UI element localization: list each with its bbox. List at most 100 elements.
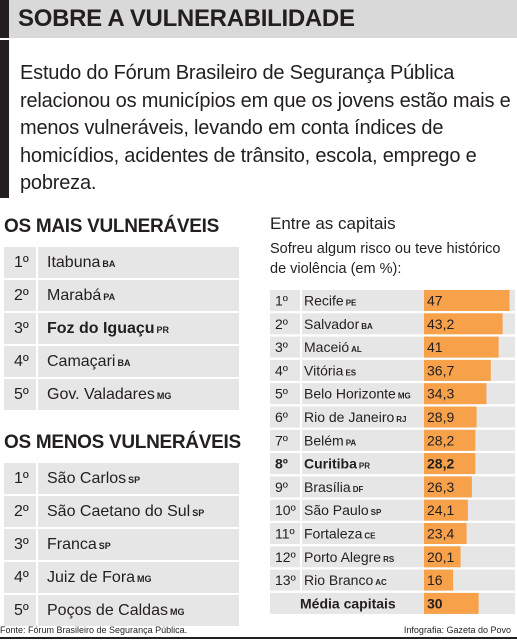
rank-position: 5º [4,379,38,410]
chart-rank-label: 1º [275,293,288,309]
chart-bar [424,453,476,475]
rank-row: 3º Foz do Iguaçu PR [4,313,239,344]
chart-city-label: Salvador BA [304,316,373,332]
rank-city-state: MG [137,574,152,584]
rank-city-state: PA [103,292,116,302]
least-vulnerable-table: 1º São Carlos SP 2º São Caetano do Sul SP 3º Fr… [4,463,239,628]
rank-position: 3º [4,529,38,560]
chart-rank-label: 3º [275,339,288,355]
chart-rank-label: 8º [275,456,288,472]
rank-city-name: Itabuna [47,254,101,271]
chart-row-divider [300,453,302,475]
chart-rank-label: 10º [275,502,296,518]
source-note: Fonte: Fórum Brasileiro de Segurança Púb… [0,625,188,635]
chart-city-label: Brasília DF [304,479,363,495]
chart-city-label: São Paulo SP [304,502,382,518]
chart-value-label: 47 [427,293,443,309]
rank-row: 4º Camaçari BA [4,346,239,377]
intro-text: Estudo do Fórum Brasileiro de Segurança … [20,62,511,195]
chart-bar [424,313,503,335]
chart-city-label: Maceió AL [304,339,362,355]
chart-rank-label: 11º [275,526,295,542]
rank-position: 4º [4,346,38,377]
chart-row-divider [300,290,302,311]
rank-city-state: BA [117,358,131,368]
chart-value-label: 28,2 [427,456,454,472]
chart-value-label: 43,2 [427,316,454,332]
rank-row: 1º Itabuna BA [4,247,239,278]
chart-city-label: Rio Branco AC [304,572,387,588]
chart-bar [424,476,472,498]
chart-value-label: 26,3 [427,479,454,495]
chart-bar [424,336,499,358]
chart-rank-label: 7º [275,432,288,448]
footer-rule [0,637,517,639]
chart-bar [424,523,467,544]
chart-row-divider [300,406,302,428]
header: SOBRE A VULNERABILIDADE [0,0,517,38]
rank-row: 2º São Caetano do Sul SP [4,496,239,527]
rank-city: São Caetano do Sul SP [47,496,204,527]
intro-accent-bar [0,40,9,198]
chart-value-label: 28,2 [427,432,454,448]
chart-bar [424,429,476,451]
chart-city-label: Rio de Janeiro RJ [304,409,407,425]
chart-value-label: 20,1 [427,549,454,565]
chart-rank-label: 5º [275,386,288,402]
chart-rank-label: 12º [275,549,296,565]
rank-city-name: Gov. Valadares [47,386,155,403]
page-title: SOBRE A VULNERABILIDADE [18,5,355,32]
rank-city: Marabá PA [47,280,115,311]
chart-bar [424,359,491,381]
rank-row: 5º Gov. Valadares MG [4,379,239,410]
rank-city-state: SP [98,541,111,551]
rank-city-name: São Caetano do Sul [47,503,191,520]
header-accent-bar [0,0,9,38]
rank-row: 2º Marabá PA [4,280,239,311]
chart-row-bg [270,569,515,591]
rank-city: São Carlos SP [47,463,140,494]
chart-rank-label: 13º [275,572,296,588]
chart-bar [424,569,454,591]
rank-city-state: MG [169,607,185,617]
chart-value-label: 30 [427,595,443,611]
chart-value-label: 16 [427,572,443,588]
rank-city-name: Franca [47,536,97,553]
rank-city-state: SP [192,508,205,518]
most-vulnerable-table: 1º Itabuna BA 2º Marabá PA 3º Foz do Iguaçu PR 4º… [4,247,239,412]
rank-position: 3º [4,313,38,344]
chart-row-divider [300,569,302,591]
capitals-chart-title: Entre as capitais [270,214,396,233]
rank-city: Itabuna BA [47,247,115,278]
chart-bar [424,592,479,614]
chart-row-divider [300,336,302,358]
rank-city-name: Juiz de Fora [47,569,136,586]
rank-city-name: São Carlos [47,470,127,487]
chart-row-divider [300,523,302,544]
chart-bar [424,546,461,568]
most-vulnerable-title: OS MAIS VULNERÁVEIS [4,216,219,237]
chart-row-divider [300,476,302,498]
chart-value-label: 24,1 [427,502,454,518]
chart-city-label: Belém PA [304,432,356,448]
rank-city: Foz do Iguaçu PR [47,313,169,344]
rank-position: 1º [4,247,38,278]
rank-city-name: Poços de Caldas [47,602,168,619]
chart-row-divider [300,546,302,568]
rank-position: 1º [4,463,38,494]
rank-city: Gov. Valadares MG [47,379,171,410]
rank-city-name: Marabá [47,287,102,304]
chart-bar [424,499,468,521]
chart-city-label: Fortaleza CE [304,526,376,542]
chart-city-label: Belo Horizonte MG [304,386,411,402]
rank-row: 1º São Carlos SP [4,463,239,494]
chart-average-label: Média capitais [300,595,396,611]
rank-row: 4º Juiz de Fora MG [4,562,239,593]
rank-city-state: BA [102,259,116,269]
rank-position: 2º [4,280,38,311]
chart-value-label: 41 [427,339,443,355]
chart-bar [424,383,487,405]
rank-row: 5º Poços de Caldas MG [4,595,239,626]
rank-position: 5º [4,595,38,626]
